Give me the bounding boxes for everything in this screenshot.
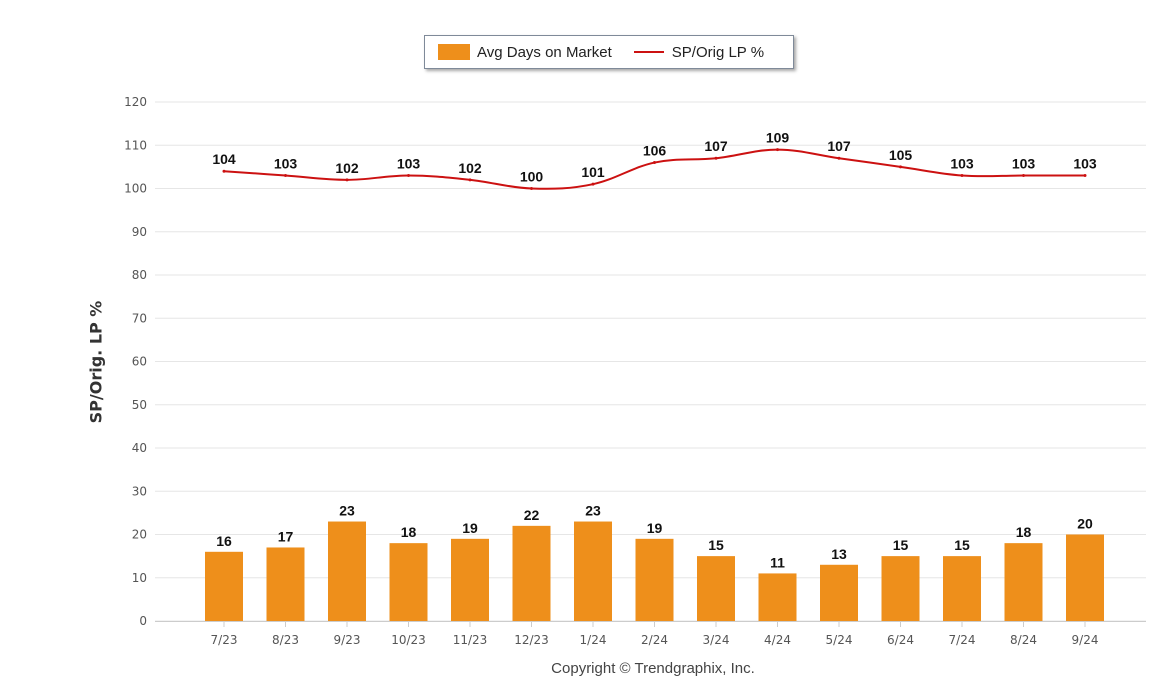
line-point (407, 174, 410, 178)
legend-swatch-line (633, 51, 664, 53)
line-data-label: 103 (950, 156, 974, 172)
bar-data-label: 15 (708, 537, 724, 553)
legend-item-days-on-market: Avg Days on Market (425, 44, 612, 61)
line-data-label: 109 (766, 130, 790, 146)
bar-data-label: 13 (831, 546, 847, 562)
bar (943, 556, 981, 621)
bar-data-label: 22 (524, 507, 540, 523)
line-data-label: 107 (827, 138, 851, 154)
line-data-label: 101 (581, 164, 605, 180)
bar-data-label: 20 (1077, 516, 1093, 532)
bar-data-label: 16 (216, 533, 232, 549)
x-tick-label: 12/23 (514, 633, 549, 647)
bar (1004, 543, 1043, 621)
x-tick-label: 6/24 (887, 633, 914, 647)
y-tick-label: 60 (132, 355, 147, 369)
bar (266, 547, 305, 621)
bar-data-label: 15 (893, 537, 909, 553)
line-point (653, 161, 656, 165)
line-point (899, 165, 902, 169)
line-point (960, 174, 964, 178)
bar-data-label: 15 (954, 537, 970, 553)
line-point (776, 148, 779, 152)
x-tick-label: 8/24 (1010, 633, 1037, 647)
y-tick-label: 0 (139, 614, 147, 628)
line-point (1022, 174, 1025, 178)
line-data-label: 103 (1073, 156, 1097, 172)
y-tick-label: 70 (132, 311, 147, 325)
y-tick-label: 110 (124, 138, 147, 152)
bar (328, 521, 366, 621)
line-data-label: 103 (397, 156, 421, 172)
line-point (591, 182, 595, 186)
bar (205, 551, 243, 621)
line-point (837, 156, 841, 160)
bar (451, 538, 489, 621)
bar-data-label: 23 (585, 503, 601, 519)
y-tick-label: 30 (132, 484, 147, 498)
legend-label-days-on-market: Avg Days on Market (477, 43, 612, 61)
bar (758, 573, 797, 621)
line-data-label: 105 (889, 147, 913, 163)
x-tick-label: 3/24 (703, 633, 730, 647)
line-point (284, 174, 287, 178)
bar-data-label: 19 (647, 520, 663, 536)
line-data-label: 100 (520, 169, 544, 185)
x-tick-label: 8/23 (272, 633, 299, 647)
y-tick-label: 100 (124, 182, 147, 196)
x-tick-label: 1/24 (580, 633, 607, 647)
line-point (714, 156, 718, 160)
bar-data-label: 17 (278, 528, 294, 544)
x-tick-label: 5/24 (826, 633, 853, 647)
y-tick-label: 40 (132, 441, 147, 455)
y-tick-label: 120 (124, 95, 147, 109)
bar (881, 556, 920, 621)
bar (574, 521, 612, 621)
line-point (1083, 174, 1087, 178)
x-tick-label: 10/23 (391, 633, 426, 647)
y-tick-label: 90 (132, 225, 147, 239)
legend-label-sp-orig-lp: SP/Orig LP % (671, 43, 765, 61)
line-data-label: 103 (1012, 156, 1036, 172)
bar-data-label: 23 (339, 503, 355, 519)
x-tick-label: 7/24 (949, 633, 976, 647)
x-tick-label: 9/23 (334, 633, 361, 647)
y-tick-label: 20 (132, 528, 147, 542)
bar (389, 543, 428, 621)
legend-item-sp-orig-lp: SP/Orig LP % (612, 44, 764, 61)
line-data-label: 107 (704, 138, 728, 154)
x-tick-label: 9/24 (1072, 633, 1099, 647)
line-data-label: 102 (335, 160, 359, 176)
copyright-footer: Copyright © Trendgraphix, Inc. (551, 660, 755, 677)
bar-data-label: 18 (1016, 524, 1032, 540)
bar-data-label: 11 (770, 554, 785, 570)
line-data-label: 103 (274, 156, 298, 172)
line-data-label: 102 (458, 160, 482, 176)
legend: Avg Days on Market SP/Orig LP % (424, 35, 794, 69)
bar-data-label: 18 (401, 524, 417, 540)
bar (635, 538, 674, 621)
bar (512, 525, 551, 621)
y-tick-label: 80 (132, 268, 147, 282)
x-tick-label: 11/23 (453, 633, 488, 647)
line-point (222, 169, 226, 173)
legend-swatch-bar (438, 44, 470, 60)
line-point (468, 178, 472, 182)
x-tick-label: 4/24 (764, 633, 791, 647)
x-tick-label: 7/23 (211, 633, 238, 647)
bar (1066, 534, 1104, 621)
y-tick-label: 10 (132, 571, 147, 585)
line-point (530, 187, 533, 190)
y-tick-label: 50 (132, 398, 147, 412)
line-data-label: 104 (212, 151, 236, 167)
line-point (345, 178, 349, 182)
bar (697, 556, 735, 621)
bar-data-label: 19 (462, 520, 478, 536)
y-axis-title: SP/Orig. LP % (86, 300, 106, 424)
bar (820, 564, 858, 621)
line-data-label: 106 (643, 143, 667, 159)
x-tick-label: 2/24 (641, 633, 668, 647)
